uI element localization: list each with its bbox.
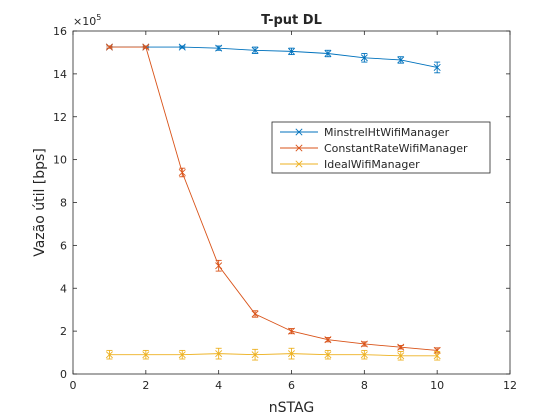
y-axis-exponent-base: ×10	[73, 15, 96, 28]
marker-stroke	[433, 352, 441, 360]
y-tick-label: 16	[53, 25, 67, 38]
series-line	[109, 353, 438, 357]
marker-stroke	[178, 168, 186, 177]
plot-background	[73, 31, 510, 374]
marker-stroke	[287, 350, 296, 358]
chart-title: T-put DL	[261, 13, 322, 28]
x-axis-label: nSTAG	[269, 400, 314, 416]
legend-marker	[295, 144, 303, 152]
x-tick-label: 2	[142, 379, 149, 392]
marker-stroke	[433, 346, 441, 354]
marker-stroke	[215, 44, 223, 52]
marker-stroke	[324, 351, 332, 359]
y-tick-label: 0	[60, 368, 67, 381]
data-point	[105, 351, 113, 359]
data-point	[178, 43, 186, 51]
data-point	[397, 343, 405, 351]
data-point	[142, 351, 150, 359]
data-point	[324, 336, 332, 344]
data-point	[433, 352, 441, 360]
data-point	[433, 63, 441, 71]
y-tick-label: 8	[60, 197, 67, 210]
data-point	[105, 43, 113, 51]
y-tick-label: 14	[53, 68, 67, 81]
x-tick-label: 0	[70, 379, 77, 392]
legend-item-0: MinstrelHtWifiManager	[280, 126, 450, 139]
data-point	[324, 351, 332, 359]
y-tick-label: 10	[53, 154, 67, 167]
x-tick-label: 10	[430, 379, 444, 392]
marker-stroke	[105, 43, 113, 51]
data-point	[360, 54, 368, 62]
y-tick-label: 4	[60, 282, 67, 295]
marker-stroke	[178, 43, 186, 51]
marker-stroke	[324, 336, 332, 344]
data-point	[287, 47, 296, 55]
data-point	[142, 43, 150, 51]
series-2	[105, 347, 441, 361]
marker-stroke	[251, 310, 259, 318]
marker-stroke	[251, 46, 259, 54]
x-tick-label: 8	[361, 379, 368, 392]
y-axis-exponent: ×105	[73, 13, 101, 28]
marker-stroke	[287, 327, 296, 335]
data-point	[251, 46, 259, 54]
data-point	[397, 56, 405, 64]
legend-label: IdealWifiManager	[324, 158, 420, 171]
data-point	[287, 350, 296, 358]
y-axis-label: Vazão útil [bps]	[32, 148, 48, 257]
marker-stroke	[142, 43, 150, 51]
data-point	[360, 340, 368, 348]
data-point	[360, 351, 368, 359]
series-1	[105, 43, 441, 354]
y-tick-label: 6	[60, 239, 67, 252]
data-point	[287, 327, 296, 335]
legend-item-1: ConstantRateWifiManager	[280, 142, 468, 155]
legend-label: ConstantRateWifiManager	[324, 142, 468, 155]
marker-stroke	[215, 262, 223, 270]
marker-stroke	[287, 47, 296, 55]
legend-box	[271, 121, 491, 174]
data-point	[251, 310, 259, 318]
marker-stroke	[178, 351, 186, 359]
x-tick-label: 4	[215, 379, 222, 392]
legend-item-2: IdealWifiManager	[280, 158, 420, 171]
y-tick-label: 2	[60, 325, 67, 338]
data-point	[251, 351, 259, 359]
marker-stroke	[142, 351, 150, 359]
series-line	[109, 46, 438, 351]
marker-stroke	[397, 56, 405, 64]
legend: MinstrelHtWifiManager ConstantRateWifiMan…	[271, 121, 491, 174]
marker-stroke	[360, 340, 368, 348]
marker-stroke	[397, 352, 405, 360]
data-point	[433, 346, 441, 354]
legend-marker	[295, 160, 303, 168]
marker-stroke	[215, 350, 223, 358]
data-point	[215, 350, 223, 358]
marker-stroke	[433, 63, 441, 71]
x-tick-label: 12	[503, 379, 517, 392]
marker-stroke	[105, 351, 113, 359]
y-axis-exponent-power: 5	[96, 13, 101, 22]
legend-marker	[295, 128, 303, 136]
data-point	[215, 44, 223, 52]
marker-stroke	[397, 343, 405, 351]
x-tick-label: 6	[288, 379, 295, 392]
marker-stroke	[324, 49, 332, 58]
data-point	[178, 168, 186, 177]
data-point	[397, 352, 405, 360]
marker-stroke	[360, 351, 368, 359]
data-point	[178, 351, 186, 359]
data-point	[215, 262, 223, 270]
marker-stroke	[360, 54, 368, 62]
data-point	[324, 49, 332, 58]
marker-stroke	[251, 351, 259, 359]
y-tick-label: 12	[53, 111, 67, 124]
legend-label: MinstrelHtWifiManager	[324, 126, 450, 139]
series-line	[109, 46, 438, 68]
